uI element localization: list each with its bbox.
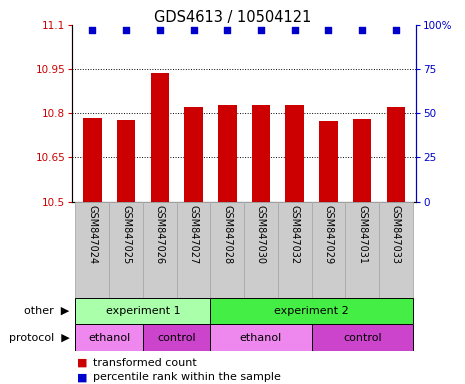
Text: protocol  ▶: protocol ▶ [9,333,70,343]
Bar [75,324,143,351]
Point [359,27,366,33]
Text: experiment 2: experiment 2 [274,306,349,316]
Bar [83,118,101,202]
Bar [210,202,244,298]
Point [291,27,299,33]
Point [190,27,197,33]
Bar [353,119,372,202]
Point [89,27,96,33]
Bar [109,202,143,298]
Text: ■: ■ [77,358,87,368]
Bar [345,202,379,298]
Text: GSM847029: GSM847029 [324,205,333,265]
Text: ethanol: ethanol [240,333,282,343]
Bar [387,107,405,202]
Bar [75,298,210,324]
Text: GSM847031: GSM847031 [357,205,367,265]
Bar [210,324,312,351]
Bar [143,202,177,298]
Bar [210,298,413,324]
Text: other  ▶: other ▶ [25,306,70,316]
Text: GSM847025: GSM847025 [121,205,131,265]
Text: GSM847030: GSM847030 [256,205,266,265]
Point [257,27,265,33]
Text: control: control [343,333,381,343]
Bar [117,120,135,202]
Text: control: control [157,333,196,343]
Text: percentile rank within the sample: percentile rank within the sample [93,372,281,382]
Bar [252,105,270,202]
Bar [218,105,237,202]
Bar [184,108,203,202]
Bar [75,202,109,298]
Bar [379,202,413,298]
Bar [319,121,338,202]
Bar [244,202,278,298]
Text: GSM847024: GSM847024 [87,205,97,265]
Point [122,27,130,33]
Bar [286,105,304,202]
Bar [278,202,312,298]
Text: ethanol: ethanol [88,333,130,343]
Text: transformed count: transformed count [93,358,197,368]
Text: GSM847032: GSM847032 [290,205,300,265]
Text: experiment 1: experiment 1 [106,306,180,316]
Bar [143,324,210,351]
Text: ■: ■ [77,372,87,382]
Bar [312,324,413,351]
Bar [312,202,345,298]
Bar [177,202,210,298]
Text: GSM847026: GSM847026 [155,205,165,265]
Point [325,27,332,33]
Text: GSM847033: GSM847033 [391,205,401,265]
Point [392,27,399,33]
Text: GSM847028: GSM847028 [222,205,232,265]
Bar [151,73,169,202]
Text: GDS4613 / 10504121: GDS4613 / 10504121 [154,10,311,25]
Point [224,27,231,33]
Text: GSM847027: GSM847027 [188,205,199,265]
Point [156,27,164,33]
